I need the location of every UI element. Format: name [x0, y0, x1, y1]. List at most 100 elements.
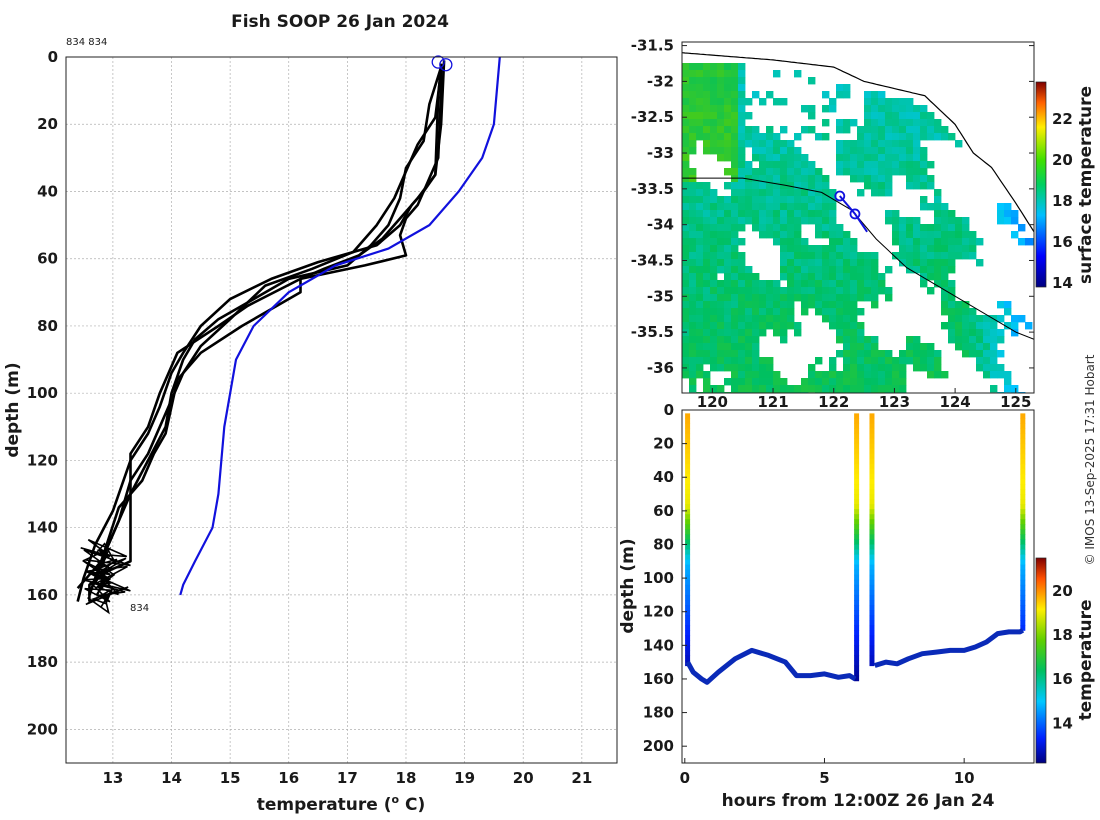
- sst-cell: [920, 119, 928, 127]
- sst-cell: [787, 147, 795, 155]
- sst-cell: [920, 252, 928, 260]
- sst-cell: [843, 357, 851, 365]
- sst-cell: [1004, 308, 1012, 316]
- sst-cell: [773, 182, 781, 190]
- sst-cell: [955, 224, 963, 232]
- sst-cell: [892, 140, 900, 148]
- sst-cell: [731, 301, 739, 309]
- sst-cell: [759, 385, 767, 393]
- sst-cell: [913, 357, 921, 365]
- sst-cell: [822, 91, 830, 99]
- sst-cell: [710, 301, 718, 309]
- sst-cell: [913, 266, 921, 274]
- sst-cell: [759, 371, 767, 379]
- sst-cell: [724, 112, 732, 120]
- sst-cell: [766, 203, 774, 211]
- sst-cell: [703, 210, 711, 218]
- sst-cell: [766, 217, 774, 225]
- sst-cell: [703, 238, 711, 246]
- sst-cell: [878, 154, 886, 162]
- sst-cell: [689, 168, 697, 176]
- sst-cell: [864, 287, 872, 295]
- sst-cell: [801, 154, 809, 162]
- sst-cell: [773, 189, 781, 197]
- sst-cell: [801, 161, 809, 169]
- cast-segment: [854, 625, 860, 631]
- sst-cell: [773, 315, 781, 323]
- sst-cell: [703, 126, 711, 134]
- sst-cell: [836, 154, 844, 162]
- sst-cell: [808, 364, 816, 372]
- sst-cell: [752, 140, 760, 148]
- sst-cell: [997, 364, 1005, 372]
- sst-cell: [717, 308, 725, 316]
- sst-cell: [710, 105, 718, 113]
- sst-cell: [955, 238, 963, 246]
- sst-cell: [794, 161, 802, 169]
- cast-segment: [869, 604, 875, 611]
- sst-cell: [738, 182, 746, 190]
- sst-cell: [850, 245, 858, 253]
- sst-cell: [745, 182, 753, 190]
- sst-cell: [920, 126, 928, 134]
- sst-cell: [1004, 210, 1012, 218]
- cast-segment: [1020, 418, 1026, 425]
- sst-cell: [934, 245, 942, 253]
- sst-cell: [892, 105, 900, 113]
- sst-cell: [899, 231, 907, 239]
- sst-cell: [878, 147, 886, 155]
- sst-cell: [906, 140, 914, 148]
- profile-xtick-19: 19: [454, 769, 475, 787]
- sst-cell: [731, 315, 739, 323]
- sst-cell: [710, 259, 718, 267]
- sst-cell: [780, 140, 788, 148]
- sst-cell: [920, 224, 928, 232]
- sst-cell: [871, 91, 879, 99]
- cast-segment: [869, 519, 875, 525]
- sst-cell: [766, 287, 774, 295]
- map-xtick-120: 120: [697, 393, 728, 411]
- sst-cell: [752, 175, 760, 183]
- cast-segment: [869, 599, 875, 606]
- sst-cell: [794, 245, 802, 253]
- profile-xlabel-tail: C): [399, 795, 425, 815]
- sst-cell: [682, 182, 690, 190]
- sst-cell: [794, 210, 802, 218]
- cast-segment: [685, 489, 691, 495]
- sst-cell: [948, 266, 956, 274]
- sst-cell: [724, 350, 732, 358]
- sst-cell: [773, 322, 781, 330]
- sst-cell: [878, 140, 886, 148]
- sst-cell: [871, 273, 879, 281]
- sst-cell: [696, 126, 704, 134]
- sst-cell: [815, 273, 823, 281]
- cast-segment: [1020, 584, 1026, 591]
- cast-segment: [869, 544, 875, 551]
- sst-cell: [843, 315, 851, 323]
- sst-cell: [717, 77, 725, 85]
- sst-cell: [710, 119, 718, 127]
- sst-cell: [927, 287, 935, 295]
- sst-cell: [843, 308, 851, 316]
- sst-cell: [717, 357, 725, 365]
- sst-cell: [934, 231, 942, 239]
- sst-cell: [745, 280, 753, 288]
- cast-segment: [685, 529, 691, 535]
- sst-cell: [689, 196, 697, 204]
- sst-cell: [780, 168, 788, 176]
- sst-cell: [703, 357, 711, 365]
- sst-cell: [738, 315, 746, 323]
- sst-cell: [787, 245, 795, 253]
- sst-cell: [752, 301, 760, 309]
- sst-cell: [759, 133, 767, 141]
- sst-cell: [927, 126, 935, 134]
- sst-cell: [864, 140, 872, 148]
- sst-cell: [969, 350, 977, 358]
- sst-cell: [703, 70, 711, 78]
- sst-cell: [780, 182, 788, 190]
- sst-cell: [948, 301, 956, 309]
- sst-cell: [724, 315, 732, 323]
- sst-cell: [836, 147, 844, 155]
- sst-cell: [780, 336, 788, 344]
- sst-cell: [766, 301, 774, 309]
